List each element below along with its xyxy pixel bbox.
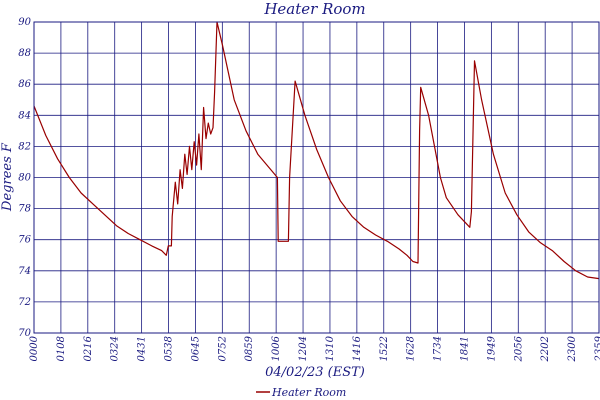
x-tick-label: 0431: [137, 336, 148, 361]
y-tick-label: 90: [18, 17, 31, 28]
y-tick-label: 88: [18, 48, 31, 59]
x-tick-labels: 0000 0108 0216 0324 0431 0538 0645 0752 0859 1006…: [29, 335, 600, 362]
y-tick-label: 82: [18, 141, 31, 152]
x-tick-label: 0108: [56, 336, 67, 361]
x-tick-label: 1204: [298, 336, 309, 361]
x-tick-label: 2300: [567, 335, 578, 362]
x-axis-label: 04/02/23 (EST): [265, 365, 365, 380]
y-tick-label: 74: [18, 266, 31, 277]
series-group: [34, 22, 599, 279]
chart-title: Heater Room: [263, 0, 365, 18]
y-tick-label: 86: [18, 79, 31, 90]
x-tick-label: 0752: [217, 336, 228, 361]
y-axis-label: Degrees F: [0, 142, 15, 212]
series-line: [34, 22, 599, 279]
y-tick-label: 78: [18, 204, 31, 215]
x-tick-label: 1734: [433, 336, 444, 361]
x-tick-label: 2359: [594, 335, 600, 362]
x-tick-label: 0324: [110, 336, 121, 361]
x-tick-label: 1416: [352, 335, 363, 361]
grid: [34, 22, 599, 333]
y-tick-label: 84: [18, 110, 31, 121]
x-tick-label: 1310: [325, 335, 336, 361]
x-tick-label: 1628: [406, 336, 417, 361]
x-tick-label: 0216: [83, 335, 94, 361]
legend-label: Heater Room: [271, 386, 346, 399]
x-tick-label: 0859: [244, 335, 255, 361]
y-tick-label: 72: [18, 297, 31, 308]
x-tick-label: 1522: [379, 336, 390, 361]
x-tick-label: 2202: [540, 336, 551, 362]
x-tick-label: 0645: [190, 336, 201, 361]
y-tick-label: 76: [18, 235, 31, 246]
x-tick-label: 2056: [513, 335, 524, 362]
y-tick-label: 80: [18, 173, 31, 184]
x-tick-label: 0000: [29, 335, 40, 361]
x-tick-label: 0538: [164, 336, 175, 361]
x-tick-label: 1949: [486, 335, 497, 361]
x-tick-label: 1006: [271, 335, 282, 361]
x-tick-label: 1841: [459, 336, 470, 361]
legend: Heater Room: [256, 386, 346, 399]
